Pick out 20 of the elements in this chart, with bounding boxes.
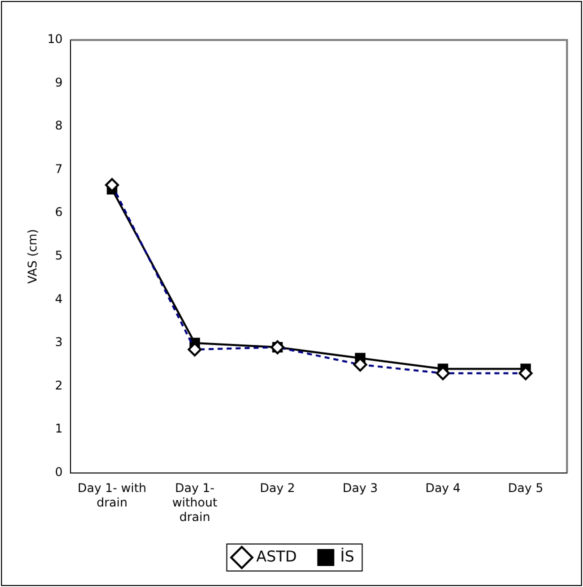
y-tick-label: 8 <box>55 118 63 133</box>
y-tick-label: 4 <box>55 292 63 306</box>
x-tick-label: Day 3 <box>342 481 378 496</box>
y-tick-label: 3 <box>55 335 63 350</box>
legend-label: İS <box>340 547 354 566</box>
x-tick-label: Day 5 <box>508 481 544 496</box>
x-tick-label: Day 2 <box>260 481 296 496</box>
y-tick-label: 10 <box>47 32 63 46</box>
y-tick-label: 2 <box>55 378 63 392</box>
x-tick-label: Day 1- with drain <box>78 481 146 510</box>
x-tick-label: Day 4 <box>425 481 460 496</box>
y-tick-label: 0 <box>55 464 63 479</box>
y-axis-title: VAS (cm) <box>25 229 40 284</box>
y-tick-label: 1 <box>55 422 63 436</box>
legend-label: ASTD <box>256 547 297 566</box>
y-tick-label: 7 <box>55 162 63 176</box>
y-tick-label: 9 <box>55 75 63 90</box>
x-tick-label: Day 1- without drain <box>172 481 218 524</box>
y-tick-label: 6 <box>55 205 63 220</box>
y-tick-label: 5 <box>55 248 63 263</box>
